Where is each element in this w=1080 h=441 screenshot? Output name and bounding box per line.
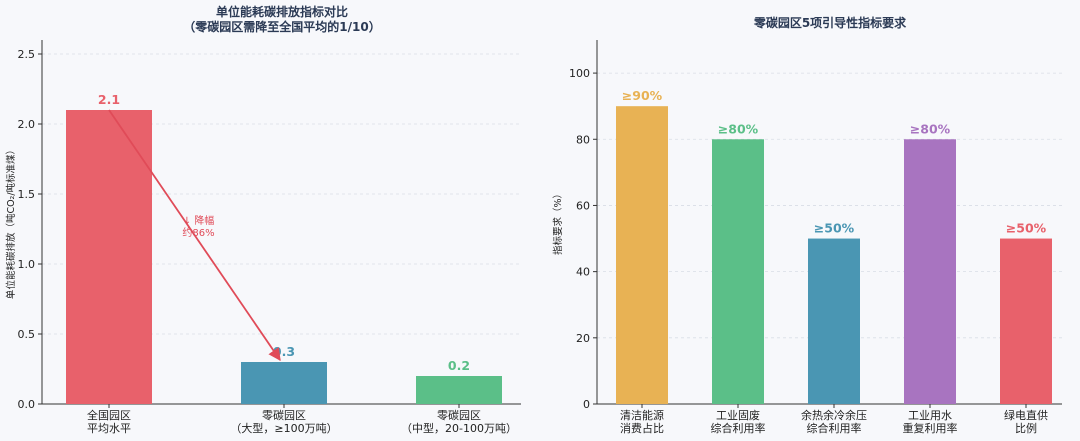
- y-tick-label: 60: [576, 199, 590, 212]
- x-tick-label: （大型，≥100万吨）: [230, 421, 337, 435]
- reduction-annotation: ↓ 降幅: [183, 214, 215, 227]
- data-label: ≥80%: [718, 121, 759, 136]
- y-tick-label: 1.5: [18, 188, 36, 201]
- reduction-arrow: [108, 109, 281, 362]
- bar: [712, 139, 764, 405]
- x-tick-label: 余热余冷余压: [801, 408, 867, 422]
- data-label: 0.2: [448, 358, 470, 373]
- chart-subtitle: （零碳园区需降至全国平均的1/10）: [183, 19, 380, 34]
- y-tick-label: 2.0: [18, 118, 36, 131]
- x-tick-label: 平均水平: [87, 422, 131, 435]
- data-label: ≥50%: [814, 221, 855, 236]
- y-tick-label: 2.5: [18, 48, 36, 61]
- x-tick-label: 零碳园区: [437, 408, 481, 422]
- x-tick-label: 综合利用率: [807, 421, 862, 435]
- x-tick-label: （中型，20-100万吨）: [401, 421, 517, 435]
- reduction-annotation: 约86%: [182, 226, 214, 239]
- data-label: ≥50%: [1006, 221, 1047, 236]
- bar: [241, 362, 327, 404]
- x-tick-label: 清洁能源: [620, 408, 664, 422]
- y-axis-label: 指标要求（%）: [552, 189, 564, 255]
- bar: [904, 139, 956, 405]
- y-tick-label: 0.0: [18, 398, 36, 411]
- x-tick-label: 消费占比: [620, 421, 664, 435]
- bar: [616, 106, 668, 404]
- y-tick-label: 0: [583, 398, 590, 411]
- chart-panel-1: 单位能耗碳排放指标对比（零碳园区需降至全国平均的1/10） 0.0 0.5 1.0 1.…: [5, 4, 521, 435]
- y-tick-label: 20: [576, 332, 590, 345]
- chart-title: 单位能耗碳排放指标对比: [216, 4, 348, 19]
- y-tick-label: 100: [569, 67, 590, 80]
- x-tick-label: 比例: [1015, 421, 1037, 435]
- chart-panel-2: 零碳园区5项引导性指标要求 0 20 40 60 80 100 指标要求（%） ≥90% 清洁能源…: [552, 15, 1062, 435]
- y-tick-label: 1.0: [18, 258, 36, 271]
- x-tick-label: 工业用水: [908, 409, 952, 422]
- bar: [66, 110, 152, 404]
- data-label: ≥90%: [622, 88, 663, 103]
- x-tick-label: 综合利用率: [711, 421, 766, 435]
- bar: [808, 238, 860, 404]
- data-label: ≥80%: [910, 121, 951, 136]
- y-tick-label: 80: [576, 133, 590, 146]
- x-tick-label: 工业固废: [716, 408, 760, 422]
- x-tick-label: 绿电直供: [1004, 408, 1048, 422]
- data-label: 0.3: [273, 344, 295, 359]
- bar: [1000, 238, 1052, 404]
- y-axis-label: 单位能耗碳排放（吨CO₂/吨标准煤）: [5, 145, 17, 299]
- x-tick-label: 重复利用率: [903, 421, 958, 435]
- x-tick-label: 全国园区: [87, 408, 131, 422]
- y-tick-label: 40: [576, 266, 590, 279]
- chart-title: 零碳园区5项引导性指标要求: [753, 15, 907, 30]
- x-tick-label: 零碳园区: [262, 408, 306, 422]
- bar: [416, 376, 502, 404]
- y-tick-label: 0.5: [18, 328, 36, 341]
- data-label: 2.1: [98, 92, 120, 107]
